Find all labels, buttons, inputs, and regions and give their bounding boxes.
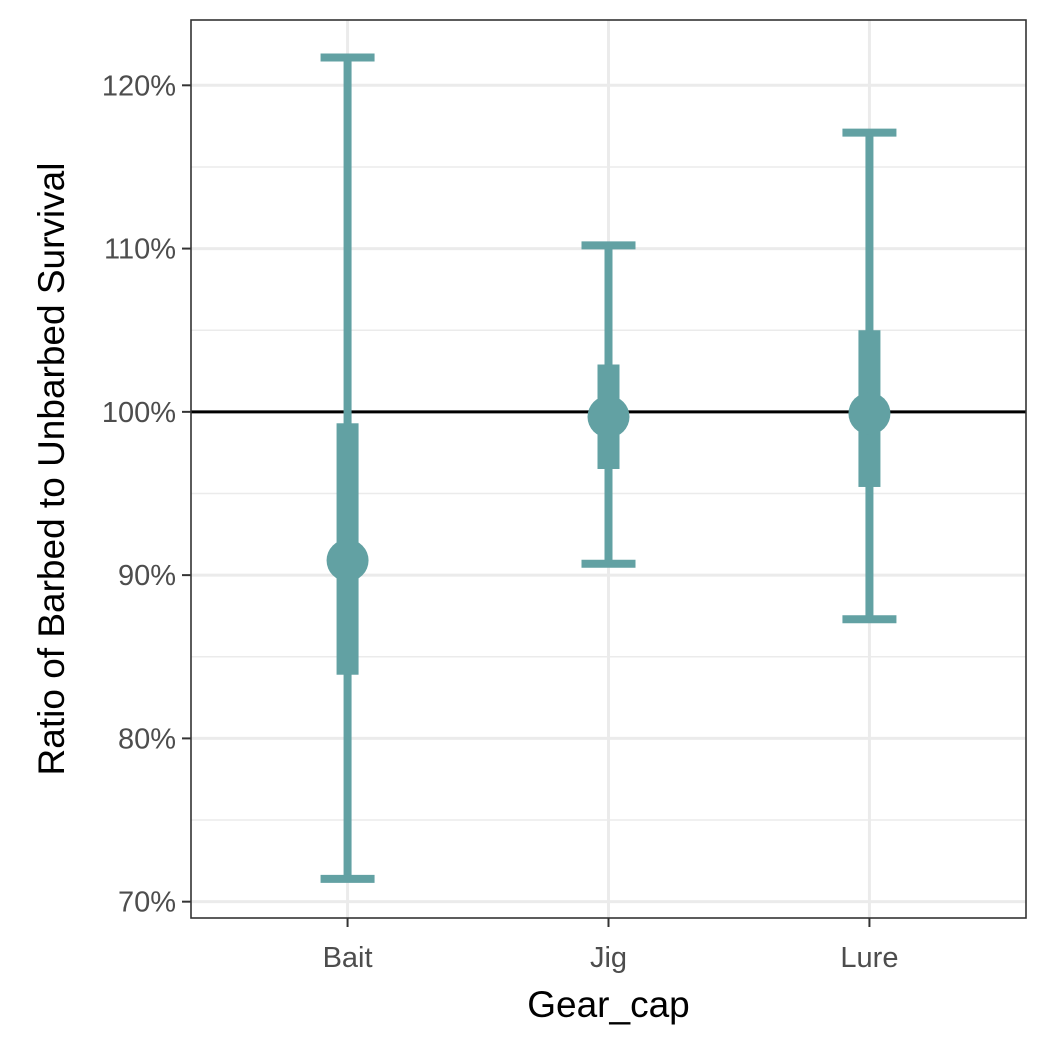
axes: 70% 80% 90% 100% 110% 120% Bait Jig Lure <box>102 70 899 974</box>
x-tick-label: Jig <box>590 942 627 974</box>
y-tick-label: 80% <box>118 723 176 755</box>
point-estimate <box>848 392 891 435</box>
y-tick-label: 120% <box>102 70 176 102</box>
x-tick-label: Lure <box>840 942 898 974</box>
interval-group-jig <box>581 241 636 568</box>
interval-group-lure <box>842 128 897 624</box>
x-tick-label: Bait <box>323 942 373 974</box>
y-axis-title: Ratio of Barbed to Unbarbed Survival <box>31 163 72 776</box>
y-tick-label: 70% <box>118 887 176 919</box>
interval-group-bait <box>320 53 375 883</box>
y-tick-label: 110% <box>104 234 176 266</box>
point-estimate <box>587 395 630 438</box>
interval-marks <box>320 53 897 883</box>
x-axis-title: Gear_cap <box>527 984 690 1025</box>
y-tick-label: 100% <box>102 397 176 429</box>
y-tick-label: 90% <box>118 560 176 592</box>
point-estimate <box>326 539 369 582</box>
